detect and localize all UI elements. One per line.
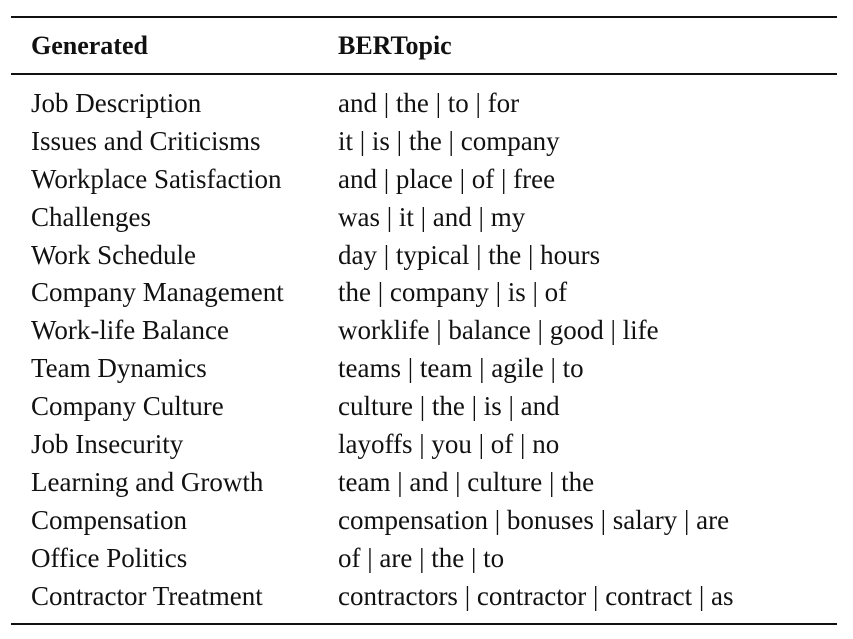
- table-row: Company Culture culture | the | is | and: [11, 388, 837, 426]
- bertopic-keywords-cell: of | are | the | to: [338, 542, 505, 573]
- bertopic-keywords-cell: team | and | culture | the: [338, 466, 595, 497]
- header-generated: Generated: [31, 30, 148, 60]
- bertopic-keywords-cell: was | it | and | my: [338, 201, 526, 232]
- bertopic-keywords-cell: and | place | of | free: [338, 163, 556, 194]
- bertopic-keywords-cell: it | is | the | company: [338, 125, 560, 156]
- bertopic-keywords-cell: culture | the | is | and: [338, 391, 560, 422]
- table-row: Job Insecurity layoffs | you | of | no: [11, 426, 837, 464]
- table-row: Contractor Treatment contractors | contra…: [11, 577, 837, 615]
- generated-topic-cell: Contractor Treatment: [31, 580, 263, 611]
- generated-topic-cell: Team Dynamics: [31, 353, 207, 384]
- generated-topic-cell: Company Management: [31, 277, 284, 308]
- bertopic-keywords-cell: layoffs | you | of | no: [338, 428, 560, 459]
- table-row: Challenges was | it | and | my: [11, 198, 837, 236]
- table-row: Job Description and | the | to | for: [11, 85, 837, 123]
- bertopic-keywords-cell: the | company | is | of: [338, 277, 568, 308]
- table-row: Work-life Balance worklife | balance | go…: [11, 312, 837, 350]
- generated-topic-cell: Compensation: [31, 504, 187, 535]
- table-row: Learning and Growth team | and | culture …: [11, 463, 837, 501]
- bertopic-keywords-cell: contractors | contractor | contract | as: [338, 580, 734, 611]
- table-row: Compensation compensation | bonuses | sal…: [11, 501, 837, 539]
- generated-topic-cell: Issues and Criticisms: [31, 125, 261, 156]
- bertopic-keywords-cell: worklife | balance | good | life: [338, 315, 659, 346]
- bertopic-keywords-cell: and | the | to | for: [338, 87, 520, 118]
- generated-topic-cell: Job Description: [31, 87, 202, 118]
- top-rule: [11, 16, 837, 18]
- generated-topic-cell: Work Schedule: [31, 239, 197, 270]
- table-row: Work Schedule day | typical | the | hours: [11, 236, 837, 274]
- generated-topic-cell: Challenges: [31, 201, 151, 232]
- table-row: Team Dynamics teams | team | agile | to: [11, 350, 837, 388]
- table-body: Job Description and | the | to | for Issue…: [11, 75, 837, 623]
- generated-topic-cell: Learning and Growth: [31, 466, 264, 497]
- mid-rule: [11, 73, 837, 75]
- table-row: Office Politics of | are | the | to: [11, 539, 837, 577]
- generated-topic-cell: Workplace Satisfaction: [31, 163, 282, 194]
- header-bertopic: BERTopic: [338, 30, 452, 60]
- generated-topic-cell: Work-life Balance: [31, 315, 229, 346]
- table-row: Issues and Criticisms it | is | the | com…: [11, 122, 837, 160]
- topic-table: Generated BERTopic Job Description and | …: [11, 16, 837, 625]
- bertopic-keywords-cell: teams | team | agile | to: [338, 353, 584, 384]
- generated-topic-cell: Office Politics: [31, 542, 188, 573]
- bertopic-keywords-cell: day | typical | the | hours: [338, 239, 601, 270]
- generated-topic-cell: Company Culture: [31, 391, 224, 422]
- bertopic-keywords-cell: compensation | bonuses | salary | are: [338, 504, 730, 535]
- generated-topic-cell: Job Insecurity: [31, 428, 184, 459]
- header-row: Generated BERTopic: [11, 18, 837, 73]
- table-row: Workplace Satisfaction and | place | of |…: [11, 160, 837, 198]
- bottom-rule: [11, 622, 837, 625]
- table-row: Company Management the | company | is | o…: [11, 274, 837, 312]
